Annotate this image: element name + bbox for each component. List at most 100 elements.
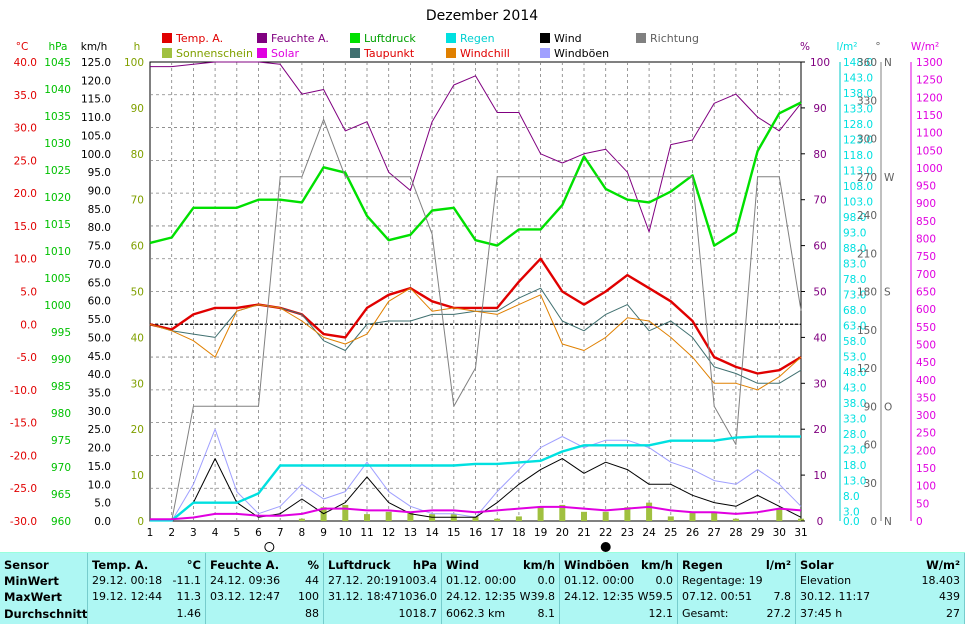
moon-full-icon: [264, 542, 275, 552]
stats-cell-left: 31.12. 18:47: [328, 590, 399, 603]
y-tick-solar: 1200: [916, 92, 943, 104]
x-tick-label: 11: [360, 527, 373, 539]
x-tick-label: 20: [556, 527, 569, 539]
y-tick-pressure: 1045: [44, 57, 71, 69]
y-tick-sun: 60: [131, 241, 144, 253]
stats-header-unit: km/h: [640, 558, 673, 572]
statistics-table: Sensor MinWert MaxWert Durchschnitt Temp. A.…: [0, 552, 965, 624]
x-tick-label: 5: [233, 527, 240, 539]
legend-label: Windchill: [460, 47, 510, 60]
y-tick-wind: 30.0: [88, 406, 111, 418]
legend-label: Temp. A.: [175, 32, 223, 45]
stats-header-unit: km/h: [522, 558, 555, 572]
sunshine-bar: [624, 507, 631, 521]
stats-row: MaxWert: [4, 589, 83, 605]
y-tick-rain: 98.0: [843, 212, 866, 224]
y-tick-rain: 33.0: [843, 414, 866, 426]
unit-direction: °: [875, 41, 880, 53]
unit-temp: °C: [16, 41, 29, 53]
sunshine-bar: [364, 514, 370, 521]
stats-cell-value: 8.1: [537, 607, 556, 620]
moon-new-icon: [600, 542, 611, 552]
stats-row: Gesamt: 27.2: [682, 606, 791, 622]
stats-column-luftdruck: Luftdruck hPa 27.12. 20:19 1003.4 31.12. 18:…: [324, 553, 442, 624]
y-tick-wind: 65.0: [88, 277, 111, 289]
chart-title: Dezember 2014: [426, 8, 538, 24]
y-tick-rain: 133.0: [843, 104, 873, 116]
legend-label: Feuchte A.: [271, 32, 329, 45]
y-tick-direction: 90: [864, 401, 877, 413]
legend-label: Luftdruck: [364, 32, 416, 45]
y-tick-solar: 400: [916, 375, 936, 387]
x-tick-label: 28: [729, 527, 742, 539]
y-tick-direction: 150: [857, 325, 877, 337]
y-tick-wind: 50.0: [88, 332, 111, 344]
y-tick-rain: 13.0: [843, 476, 866, 488]
legend-swatch: [350, 33, 360, 43]
stats-row: 12.1: [564, 606, 674, 622]
x-tick-label: 9: [320, 527, 327, 539]
stats-cell-value: 1.46: [176, 607, 202, 620]
y-tick-sun: 80: [131, 149, 144, 161]
stats-header: Temp. A. °C: [92, 557, 201, 573]
y-tick-rain: 18.0: [843, 460, 866, 472]
y-tick-sun: 20: [131, 424, 144, 436]
stats-cell-left: 27.12. 20:19: [328, 574, 399, 587]
y-tick-pressure: 990: [51, 354, 71, 366]
y-tick-sun: 100: [124, 57, 144, 69]
stats-header-unit: W/m²: [926, 558, 960, 572]
y-tick-humidity: 30: [813, 378, 826, 390]
x-tick-label: 16: [469, 527, 483, 539]
series-richtung-line: [150, 118, 802, 522]
stats-header-label: Luftdruck: [328, 558, 391, 572]
y-tick-temp: -30.0: [10, 516, 37, 528]
legend-label: Sonnenschein: [176, 47, 253, 60]
y-tick-rain: 93.0: [843, 228, 866, 240]
sunshine-bar: [798, 518, 804, 521]
stats-row: MinWert: [4, 573, 83, 589]
series-luftdruck-line: [149, 101, 802, 247]
series-windchill-line: [149, 287, 802, 391]
stats-cell-value: 59.5: [648, 590, 674, 603]
y-tick-wind: 100.0: [81, 149, 111, 161]
y-tick-rain: 48.0: [843, 367, 866, 379]
y-tick-direction-letter: N: [884, 516, 892, 528]
y-tick-wind: 20.0: [88, 443, 111, 455]
y-tick-wind: 95.0: [88, 167, 111, 179]
y-tick-solar: 200: [916, 445, 936, 457]
y-tick-solar: 500: [916, 339, 936, 351]
sunshine-bar: [689, 511, 696, 521]
y-tick-humidity: 20: [813, 424, 826, 436]
x-tick-label: 1: [147, 527, 154, 539]
y-tick-direction: 210: [857, 248, 877, 260]
stats-column-sensor: Sensor MinWert MaxWert Durchschnitt: [0, 553, 88, 624]
y-tick-rain: 138.0: [843, 88, 873, 100]
stats-cell-value: 11.3: [176, 590, 202, 603]
y-tick-wind: 125.0: [81, 57, 111, 69]
legend-label: Taupunkt: [363, 47, 415, 60]
stats-row-label: MaxWert: [4, 590, 62, 604]
y-tick-wind: 120.0: [81, 75, 111, 87]
stats-cell-left: 01.12. 00:00: [446, 574, 517, 587]
stats-row: Durchschnitt: [4, 606, 87, 622]
y-tick-wind: 80.0: [88, 222, 111, 234]
stats-cell-left: 24.12. 12:35 W: [446, 590, 531, 603]
y-tick-rain: 28.0: [843, 429, 866, 441]
y-tick-rain: 103.0: [843, 197, 873, 209]
sunshine-bar: [602, 511, 609, 521]
y-tick-pressure: 1020: [44, 192, 71, 204]
y-tick-pressure: 995: [51, 327, 71, 339]
x-tick-label: 19: [534, 527, 547, 539]
y-tick-humidity: 0: [817, 516, 824, 528]
y-tick-solar: 1050: [916, 145, 943, 157]
x-tick-label: 30: [773, 527, 786, 539]
y-tick-rain: 128.0: [843, 119, 873, 131]
x-tick-label: 8: [299, 527, 306, 539]
x-tick-label: 25: [664, 527, 677, 539]
sunshine-bar: [494, 518, 501, 521]
stats-cell-value: -11.1: [172, 574, 201, 587]
stats-header: Sensor: [4, 557, 83, 573]
y-tick-rain: 73.0: [843, 290, 866, 302]
legend-swatch: [446, 48, 456, 58]
y-tick-pressure: 980: [51, 408, 71, 420]
